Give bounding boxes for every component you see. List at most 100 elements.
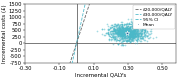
Point	[118, 33, 121, 34]
Point	[124, 32, 127, 33]
Point	[127, 38, 130, 40]
Point	[129, 29, 132, 31]
Point	[135, 24, 137, 25]
Point	[118, 31, 121, 32]
Point	[121, 27, 124, 28]
Point	[132, 37, 134, 39]
Point	[135, 37, 138, 38]
Point	[126, 38, 129, 39]
Point	[127, 31, 130, 32]
Point	[131, 25, 134, 26]
Point	[139, 28, 142, 29]
Point	[146, 36, 149, 37]
Point	[114, 37, 117, 38]
Point	[138, 37, 141, 38]
Point	[132, 37, 135, 38]
Point	[102, 35, 105, 36]
Point	[149, 33, 151, 34]
Point	[130, 36, 133, 37]
Point	[118, 35, 121, 36]
Point	[124, 28, 127, 30]
Point	[125, 26, 128, 27]
Point	[124, 27, 127, 29]
Point	[131, 36, 134, 37]
Point	[126, 34, 129, 36]
Point	[128, 37, 131, 38]
Point	[129, 32, 132, 33]
Point	[117, 26, 120, 28]
Point	[129, 37, 131, 38]
Point	[141, 33, 144, 34]
Point	[132, 35, 135, 36]
Point	[147, 33, 150, 34]
Point	[121, 38, 123, 39]
Point	[117, 32, 120, 34]
Point	[136, 32, 139, 34]
Point	[134, 34, 136, 36]
Point	[143, 32, 145, 34]
Point	[126, 32, 129, 34]
Point	[119, 29, 121, 30]
Point	[146, 41, 148, 42]
Point	[135, 32, 138, 33]
Point	[131, 33, 134, 34]
Point	[112, 28, 115, 29]
Point	[120, 34, 122, 36]
Point	[134, 27, 137, 28]
Point	[125, 27, 128, 28]
Point	[111, 36, 114, 38]
Point	[130, 21, 133, 22]
Point	[128, 41, 131, 42]
Point	[111, 37, 114, 38]
Point	[128, 32, 131, 34]
Point	[109, 28, 111, 29]
Point	[125, 33, 128, 34]
Point	[118, 35, 121, 36]
Point	[124, 40, 127, 41]
Point	[122, 27, 125, 29]
Point	[132, 36, 135, 37]
Point	[117, 28, 120, 30]
Point	[133, 30, 136, 31]
Point	[117, 31, 120, 32]
Point	[124, 34, 126, 35]
Point	[115, 32, 117, 34]
Point	[126, 31, 129, 33]
Point	[143, 26, 145, 28]
Point	[132, 34, 135, 35]
Point	[130, 31, 133, 33]
Point	[150, 28, 152, 29]
Point	[95, 30, 98, 31]
Point	[111, 38, 114, 39]
Point	[112, 36, 115, 37]
Point	[114, 35, 117, 36]
Point	[119, 26, 122, 27]
Point	[117, 34, 120, 35]
Point	[126, 33, 129, 35]
Point	[115, 32, 118, 33]
Point	[122, 35, 124, 37]
Point	[121, 37, 124, 39]
Point	[115, 33, 118, 34]
Point	[125, 30, 128, 32]
Point	[129, 35, 132, 36]
Point	[133, 32, 136, 33]
Point	[129, 31, 132, 33]
Point	[120, 31, 122, 32]
Point	[127, 35, 129, 37]
Point	[133, 33, 136, 34]
Point	[121, 22, 124, 23]
Point	[134, 35, 137, 37]
Point	[122, 33, 125, 34]
Point	[131, 32, 134, 33]
Point	[121, 35, 124, 36]
Point	[118, 31, 121, 33]
Point	[124, 31, 127, 32]
Point	[116, 34, 119, 35]
Point	[115, 30, 118, 31]
Point	[118, 32, 121, 33]
Point	[140, 30, 142, 31]
Point	[116, 28, 118, 30]
Point	[132, 38, 134, 39]
Point	[128, 33, 130, 34]
